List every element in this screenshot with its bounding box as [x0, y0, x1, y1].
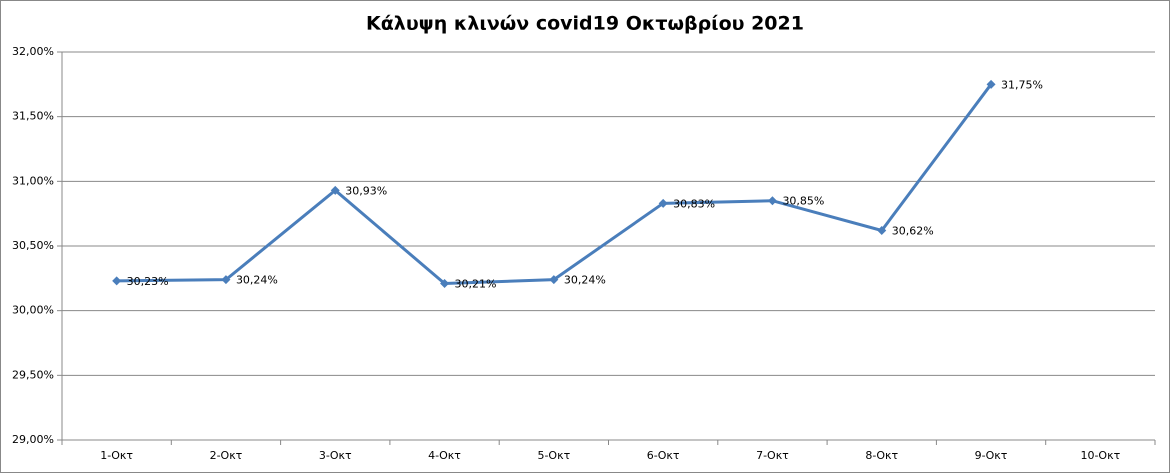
- marker: [549, 275, 559, 285]
- marker: [877, 225, 887, 235]
- y-tick-label: 30,50%: [12, 239, 54, 252]
- x-tick-label: 3-Οκτ: [319, 449, 352, 462]
- y-tick-label: 29,50%: [12, 368, 54, 381]
- marker: [330, 185, 340, 195]
- marker: [986, 79, 996, 89]
- marker: [440, 279, 450, 289]
- data-label: 30,24%: [564, 274, 606, 287]
- data-label: 30,93%: [345, 184, 387, 197]
- data-label: 30,23%: [127, 275, 169, 288]
- y-tick-label: 32,00%: [12, 45, 54, 58]
- data-label: 31,75%: [1001, 78, 1043, 91]
- x-tick-label: 5-Οκτ: [537, 449, 570, 462]
- x-tick-label: 9-Οκτ: [975, 449, 1008, 462]
- marker: [767, 196, 777, 206]
- y-tick-label: 30,00%: [12, 304, 54, 317]
- data-label: 30,21%: [455, 278, 497, 291]
- data-label: 30,85%: [782, 195, 824, 208]
- data-label: 30,62%: [892, 224, 934, 237]
- x-tick-label: 6-Οκτ: [647, 449, 680, 462]
- marker: [112, 276, 122, 286]
- x-tick-label: 2-Οκτ: [210, 449, 243, 462]
- x-tick-label: 8-Οκτ: [865, 449, 898, 462]
- marker: [221, 275, 231, 285]
- y-tick-label: 31,50%: [12, 110, 54, 123]
- x-tick-label: 1-Οκτ: [100, 449, 133, 462]
- x-tick-label: 4-Οκτ: [428, 449, 461, 462]
- y-tick-label: 29,00%: [12, 433, 54, 446]
- x-tick-label: 10-Οκτ: [1080, 449, 1120, 462]
- y-tick-label: 31,00%: [12, 174, 54, 187]
- data-label: 30,83%: [673, 197, 715, 210]
- marker: [658, 198, 668, 208]
- chart-title: Κάλυψη κλινών covid19 Οκτωβρίου 2021: [366, 13, 804, 35]
- data-label: 30,24%: [236, 274, 278, 287]
- x-tick-label: 7-Οκτ: [756, 449, 789, 462]
